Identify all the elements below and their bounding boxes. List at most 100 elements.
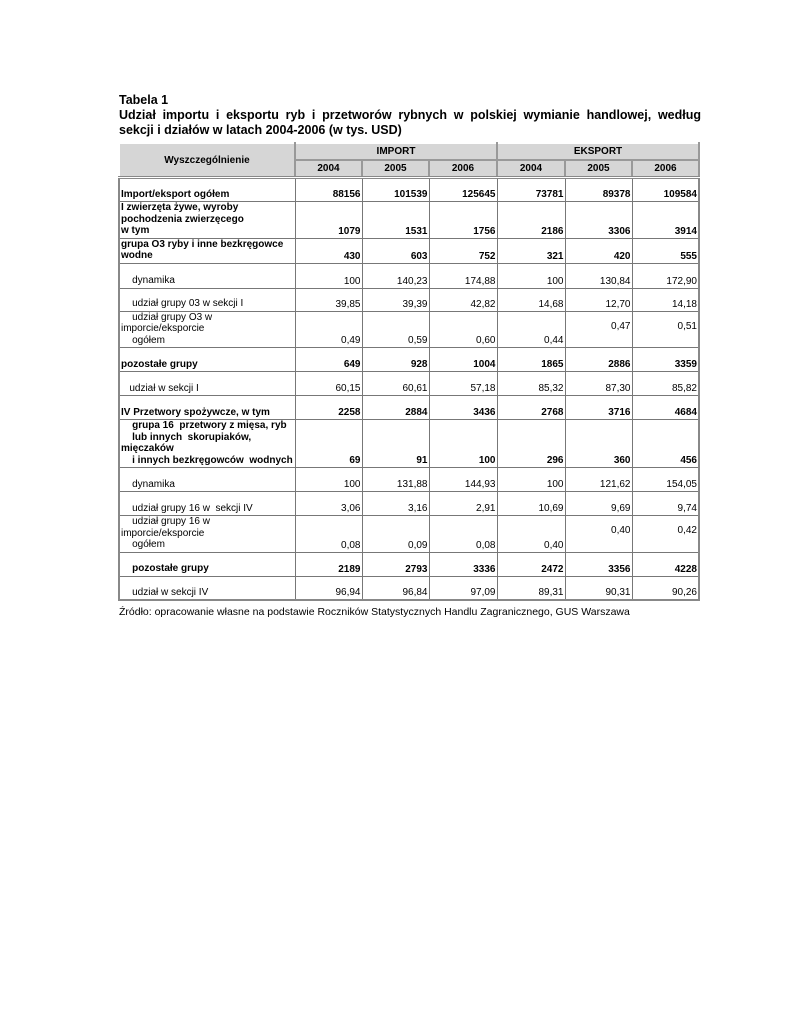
value-cell: 0,49 bbox=[294, 310, 363, 348]
value-cell: 14,68 bbox=[496, 287, 566, 312]
value-cell: 174,88 bbox=[428, 262, 498, 289]
row-label: Import/eksport ogółem bbox=[118, 176, 296, 202]
value-cell: 121,62 bbox=[564, 467, 633, 492]
table-row: grupa O3 ryby i inne bezkręgowce wodne 43… bbox=[118, 237, 700, 264]
value-cell: 100 bbox=[496, 467, 566, 492]
value-cell: 321 bbox=[496, 237, 566, 264]
value-cell: 60,61 bbox=[361, 371, 430, 396]
value-cell: 2884 bbox=[361, 395, 430, 420]
value-cell: 100 bbox=[496, 262, 566, 289]
row-label: grupa 16 przetwory z mięsa, ryb lub inny… bbox=[118, 419, 296, 468]
value-cell: 9,69 bbox=[564, 491, 633, 516]
row-label: IV Przetwory spożywcze, w tym bbox=[118, 395, 296, 420]
value-cell: 3359 bbox=[631, 347, 700, 372]
table-title-line-2: sekcji i działów w latach 2004-2006 (w t… bbox=[119, 123, 402, 137]
table-row: dynamika 100 131,88 144,93 100 121,62 154,05 bbox=[118, 467, 700, 492]
value-cell: 0,09 bbox=[361, 515, 430, 553]
value-cell: 100 bbox=[428, 419, 498, 468]
value-cell: 154,05 bbox=[631, 467, 700, 492]
value-cell: 603 bbox=[361, 237, 430, 264]
row-label: udział grupy 16 w sekcji IV bbox=[118, 491, 296, 516]
value-cell: 2258 bbox=[294, 395, 363, 420]
row-label: udział w sekcji I bbox=[118, 371, 296, 396]
table-row: Import/eksport ogółem 88156 101539 125645 73… bbox=[118, 176, 700, 202]
value-cell: 100 bbox=[294, 262, 363, 289]
value-cell: 91 bbox=[361, 419, 430, 468]
value-cell: 2793 bbox=[361, 551, 430, 577]
table-row: udział w sekcji I 60,15 60,61 57,18 85,32 87,… bbox=[118, 371, 700, 396]
value-cell: 1865 bbox=[496, 347, 566, 372]
table-row: udział grupy O3 w imporcie/eksporcie ogó… bbox=[118, 310, 700, 348]
value-cell: 125645 bbox=[428, 176, 498, 202]
value-cell: 3306 bbox=[564, 201, 633, 239]
row-label: udział grupy O3 w imporcie/eksporcie ogó… bbox=[118, 310, 296, 348]
value-cell: 73781 bbox=[496, 176, 566, 202]
value-cell: 555 bbox=[631, 237, 700, 264]
row-label: pozostałe grupy bbox=[118, 551, 296, 577]
value-cell: 1531 bbox=[361, 201, 430, 239]
value-cell: 89,31 bbox=[496, 575, 566, 601]
value-cell: 9,74 bbox=[631, 491, 700, 516]
value-cell: 3336 bbox=[428, 551, 498, 577]
table-row: udział grupy 16 w sekcji IV 3,06 3,16 2,91 1… bbox=[118, 491, 700, 516]
header-description: Wyszczególnienie bbox=[118, 142, 296, 179]
value-cell: 2472 bbox=[496, 551, 566, 577]
value-cell: 131,88 bbox=[361, 467, 430, 492]
value-cell: 928 bbox=[361, 347, 430, 372]
value-cell: 1756 bbox=[428, 201, 498, 239]
source-note: Źródło: opracowanie własne na podstawie … bbox=[119, 606, 630, 618]
value-cell: 130,84 bbox=[564, 262, 633, 289]
value-cell: 90,26 bbox=[631, 575, 700, 601]
value-cell: 101539 bbox=[361, 176, 430, 202]
header-import: IMPORT bbox=[294, 142, 498, 161]
header-year: 2004 bbox=[496, 159, 566, 179]
value-cell: 88156 bbox=[294, 176, 363, 202]
value-cell: 10,69 bbox=[496, 491, 566, 516]
value-cell: 4684 bbox=[631, 395, 700, 420]
value-cell: 42,82 bbox=[428, 287, 498, 312]
value-cell: 60,15 bbox=[294, 371, 363, 396]
value-cell: 89378 bbox=[564, 176, 633, 202]
value-cell: 39,39 bbox=[361, 287, 430, 312]
header-year: 2005 bbox=[361, 159, 430, 179]
row-label: I zwierzęta żywe, wyroby pochodzenia zwi… bbox=[118, 201, 296, 239]
value-cell: 3356 bbox=[564, 551, 633, 577]
value-cell: 172,90 bbox=[631, 262, 700, 289]
row-label: udział w sekcji IV bbox=[118, 575, 296, 601]
value-cell: 0,40 bbox=[496, 515, 566, 553]
value-cell: 144,93 bbox=[428, 467, 498, 492]
value-cell: 3436 bbox=[428, 395, 498, 420]
table-row: dynamika 100 140,23 174,88 100 130,84 172,90 bbox=[118, 262, 700, 289]
value-cell: 57,18 bbox=[428, 371, 498, 396]
value-cell: 0,59 bbox=[361, 310, 430, 348]
value-cell: 97,09 bbox=[428, 575, 498, 601]
value-cell: 96,84 bbox=[361, 575, 430, 601]
header-year: 2004 bbox=[294, 159, 363, 179]
value-cell: 0,44 bbox=[496, 310, 566, 348]
value-cell: 1079 bbox=[294, 201, 363, 239]
value-cell: 752 bbox=[428, 237, 498, 264]
value-cell: 2,91 bbox=[428, 491, 498, 516]
value-cell: 456 bbox=[631, 419, 700, 468]
value-cell: 109584 bbox=[631, 176, 700, 202]
header-year: 2006 bbox=[428, 159, 498, 179]
table-number: Tabela 1 bbox=[119, 93, 169, 107]
value-cell: 2768 bbox=[496, 395, 566, 420]
value-cell: 0,51 bbox=[631, 310, 700, 348]
value-cell: 430 bbox=[294, 237, 363, 264]
value-cell: 1004 bbox=[428, 347, 498, 372]
table-row: pozostałe grupy 649 928 1004 1865 2886 3359 bbox=[118, 347, 700, 372]
value-cell: 69 bbox=[294, 419, 363, 468]
header-export: EKSPORT bbox=[496, 142, 700, 161]
header-year: 2005 bbox=[564, 159, 633, 179]
value-cell: 3716 bbox=[564, 395, 633, 420]
value-cell: 85,82 bbox=[631, 371, 700, 396]
value-cell: 0,42 bbox=[631, 515, 700, 553]
value-cell: 87,30 bbox=[564, 371, 633, 396]
value-cell: 39,85 bbox=[294, 287, 363, 312]
row-label: dynamika bbox=[118, 467, 296, 492]
value-cell: 12,70 bbox=[564, 287, 633, 312]
row-label: udział grupy 16 w imporcie/eksporcie ogó… bbox=[118, 515, 296, 553]
value-cell: 0,40 bbox=[564, 515, 633, 553]
table-row: pozostałe grupy 2189 2793 3336 2472 3356 4228 bbox=[118, 551, 700, 577]
